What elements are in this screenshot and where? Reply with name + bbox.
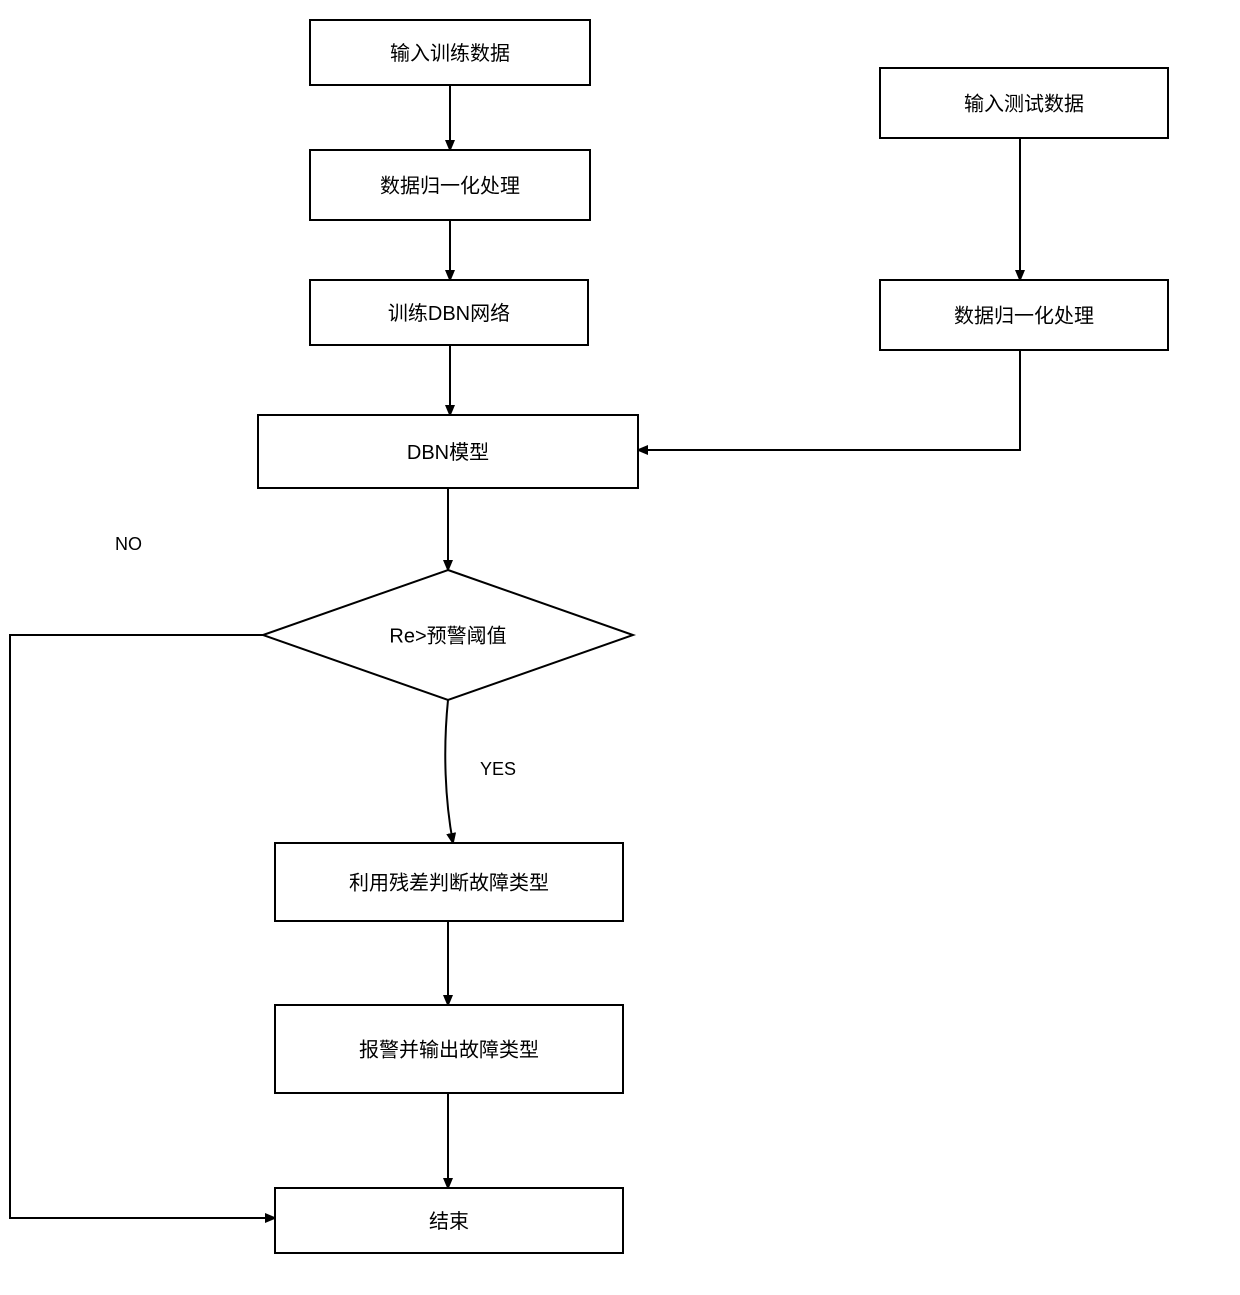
edge-d1-n5: YES: [445, 700, 516, 843]
edge-label: NO: [115, 534, 142, 554]
nodes-layer: 输入训练数据数据归一化处理训练DBN网络DBN模型Re>预警阈值利用残差判断故障…: [258, 20, 1168, 1253]
node-label: 结束: [429, 1210, 469, 1233]
node-n6: 报警并输出故障类型: [275, 1005, 623, 1093]
node-label: 数据归一化处理: [954, 304, 1094, 327]
node-label: 输入测试数据: [964, 92, 1084, 115]
node-n7: 结束: [275, 1188, 623, 1253]
node-label: 数据归一化处理: [380, 174, 520, 197]
node-label: 报警并输出故障类型: [359, 1038, 539, 1061]
node-n5: 利用残差判断故障类型: [275, 843, 623, 921]
node-n1: 输入训练数据: [310, 20, 590, 85]
node-label: DBN模型: [407, 441, 489, 464]
edge-label: YES: [480, 759, 516, 779]
node-d1: Re>预警阈值: [263, 570, 633, 700]
node-label: 训练DBN网络: [388, 302, 510, 325]
node-n3: 训练DBN网络: [310, 280, 588, 345]
node-label: 利用残差判断故障类型: [349, 871, 549, 894]
node-label: 输入训练数据: [390, 42, 510, 65]
flowchart-canvas: YESNO 输入训练数据数据归一化处理训练DBN网络DBN模型Re>预警阈值利用…: [0, 0, 1240, 1295]
node-n4: DBN模型: [258, 415, 638, 488]
edge-d1-n7: NO: [10, 534, 275, 1218]
edge-n9-n4: [638, 350, 1020, 450]
node-n9: 数据归一化处理: [880, 280, 1168, 350]
node-label: Re>预警阈值: [389, 624, 506, 647]
node-n8: 输入测试数据: [880, 68, 1168, 138]
node-n2: 数据归一化处理: [310, 150, 590, 220]
